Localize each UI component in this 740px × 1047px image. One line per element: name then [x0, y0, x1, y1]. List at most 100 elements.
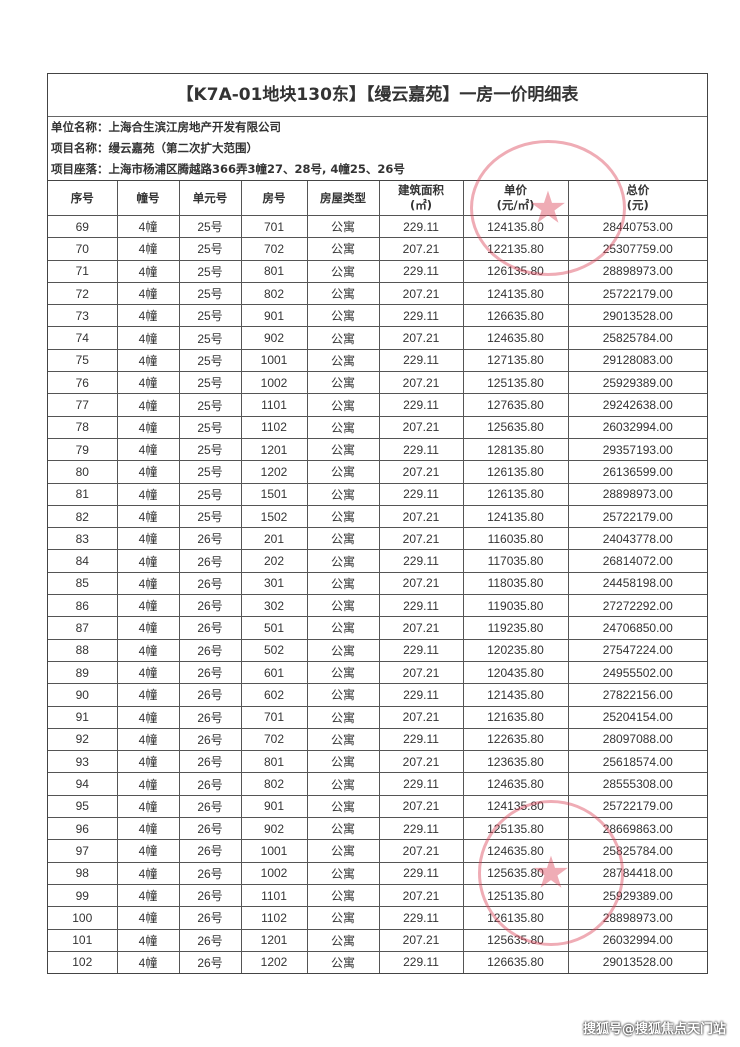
table-cell: 122135.80 [462, 237, 569, 261]
table-cell: 125635.80 [462, 415, 569, 439]
table-cell: 229.11 [378, 549, 464, 573]
table-row: 87 4幢 26号 501 公寓 207.21 119235.80 24706850.00 [48, 616, 707, 640]
table-cell: 207.21 [378, 460, 464, 484]
table-cell: 4幢 [116, 415, 180, 439]
table-cell: 202 [240, 549, 308, 573]
table-row: 77 4幢 25号 1101 公寓 229.11 127635.80 29242638.00 [48, 393, 707, 417]
table-cell: 26号 [178, 950, 242, 974]
table-cell: 124135.80 [462, 281, 569, 306]
table-cell: 117035.80 [462, 549, 569, 573]
table-cell: 1202 [240, 950, 308, 974]
table-cell: 1501 [240, 482, 308, 506]
table-row: 78 4幢 25号 1102 公寓 207.21 125635.80 26032994.00 [48, 415, 707, 439]
table-cell: 96 [48, 817, 118, 841]
table-cell: 207.21 [378, 750, 464, 774]
table-cell: 公寓 [306, 393, 380, 417]
table-cell: 公寓 [306, 281, 380, 306]
table-cell: 4幢 [116, 817, 180, 841]
table-cell: 124135.80 [462, 794, 569, 819]
table-cell: 229.11 [378, 393, 464, 417]
table-cell: 25618574.00 [567, 750, 707, 774]
table-cell: 229.11 [378, 817, 464, 841]
table-cell: 602 [240, 683, 308, 707]
table-cell: 25号 [178, 237, 242, 261]
table-cell: 25号 [178, 437, 242, 462]
table-cell: 118035.80 [462, 571, 569, 596]
table-cell: 25号 [178, 304, 242, 328]
table-row: 82 4幢 25号 1502 公寓 207.21 124135.80 25722179.00 [48, 504, 707, 529]
table-cell: 124635.80 [462, 839, 569, 863]
table-cell: 4幢 [116, 214, 180, 239]
table-cell: 207.21 [378, 794, 464, 819]
table-cell: 4幢 [116, 259, 180, 283]
table-cell: 1102 [240, 415, 308, 439]
table-cell: 119235.80 [462, 616, 569, 640]
table-row: 81 4幢 25号 1501 公寓 229.11 126135.80 28898973.00 [48, 482, 707, 506]
table-cell: 229.11 [378, 304, 464, 328]
table-cell: 公寓 [306, 460, 380, 484]
table-cell: 201 [240, 527, 308, 551]
table-cell: 207.21 [378, 571, 464, 596]
table-row: 102 4幢 26号 1202 公寓 229.11 126635.80 29013528.00 [48, 950, 707, 974]
table-cell: 26号 [178, 906, 242, 930]
table-cell: 88 [48, 638, 118, 662]
table-cell: 125635.80 [462, 928, 569, 952]
table-cell: 26814072.00 [567, 549, 707, 573]
table-cell: 229.11 [378, 727, 464, 752]
table-cell: 26号 [178, 928, 242, 952]
table-cell: 27822156.00 [567, 683, 707, 707]
table-cell: 公寓 [306, 571, 380, 596]
table-cell: 207.21 [378, 705, 464, 729]
table-cell: 24706850.00 [567, 616, 707, 640]
column-header: 房屋类型 [306, 181, 380, 216]
table-cell: 4幢 [116, 371, 180, 395]
table-cell: 26号 [178, 571, 242, 596]
table-cell: 公寓 [306, 214, 380, 239]
table-cell: 101 [48, 928, 118, 952]
table-cell: 26号 [178, 861, 242, 885]
table-cell: 102 [48, 950, 118, 974]
table-cell: 127135.80 [462, 348, 569, 373]
table-row: 76 4幢 25号 1002 公寓 207.21 125135.80 25929389.00 [48, 371, 707, 395]
table-cell: 25号 [178, 371, 242, 395]
table-cell: 125135.80 [462, 817, 569, 841]
table-cell: 25号 [178, 504, 242, 529]
table-cell: 26号 [178, 616, 242, 640]
table-cell: 28440753.00 [567, 214, 707, 239]
price-list-document: 【K7A-01地块130东】【缦云嘉苑】一房一价明细表 单位名称：上海合生滨江房… [47, 73, 708, 975]
table-cell: 25号 [178, 460, 242, 484]
table-cell: 25号 [178, 482, 242, 506]
table-cell: 4幢 [116, 772, 180, 796]
table-cell: 207.21 [378, 839, 464, 863]
table-cell: 229.11 [378, 348, 464, 373]
table-cell: 25号 [178, 326, 242, 350]
table-row: 83 4幢 26号 201 公寓 207.21 116035.80 24043778.00 [48, 527, 707, 551]
table-cell: 25722179.00 [567, 504, 707, 529]
table-cell: 97 [48, 839, 118, 863]
table-cell: 121435.80 [462, 683, 569, 707]
table-cell: 公寓 [306, 437, 380, 462]
table-row: 98 4幢 26号 1002 公寓 229.11 125635.80 28784418.00 [48, 861, 707, 885]
table-row: 100 4幢 26号 1102 公寓 229.11 126135.80 28898973.00 [48, 906, 707, 930]
table-cell: 4幢 [116, 504, 180, 529]
table-cell: 25号 [178, 393, 242, 417]
table-cell: 26号 [178, 772, 242, 796]
table-cell: 4幢 [116, 950, 180, 974]
table-cell: 26032994.00 [567, 928, 707, 952]
table-cell: 25722179.00 [567, 281, 707, 306]
price-table: 序号 幢号 单元号 房号 房屋类型 建筑面积 (㎡) 单价 (元/㎡) 总价 (元) 69 4幢 25号… [48, 181, 707, 974]
table-cell: 28898973.00 [567, 906, 707, 930]
table-row: 94 4幢 26号 802 公寓 229.11 124635.80 28555308.00 [48, 772, 707, 796]
table-cell: 116035.80 [462, 527, 569, 551]
table-cell: 公寓 [306, 750, 380, 774]
table-cell: 120235.80 [462, 638, 569, 662]
document-title: 【K7A-01地块130东】【缦云嘉苑】一房一价明细表 [48, 74, 707, 117]
table-cell: 100 [48, 906, 118, 930]
table-row: 79 4幢 25号 1201 公寓 229.11 128135.80 29357193.00 [48, 437, 707, 462]
table-cell: 207.21 [378, 281, 464, 306]
table-cell: 1201 [240, 928, 308, 952]
table-cell: 4幢 [116, 928, 180, 952]
table-cell: 902 [240, 817, 308, 841]
table-cell: 28898973.00 [567, 259, 707, 283]
table-row: 89 4幢 26号 601 公寓 207.21 120435.80 24955502.00 [48, 660, 707, 685]
